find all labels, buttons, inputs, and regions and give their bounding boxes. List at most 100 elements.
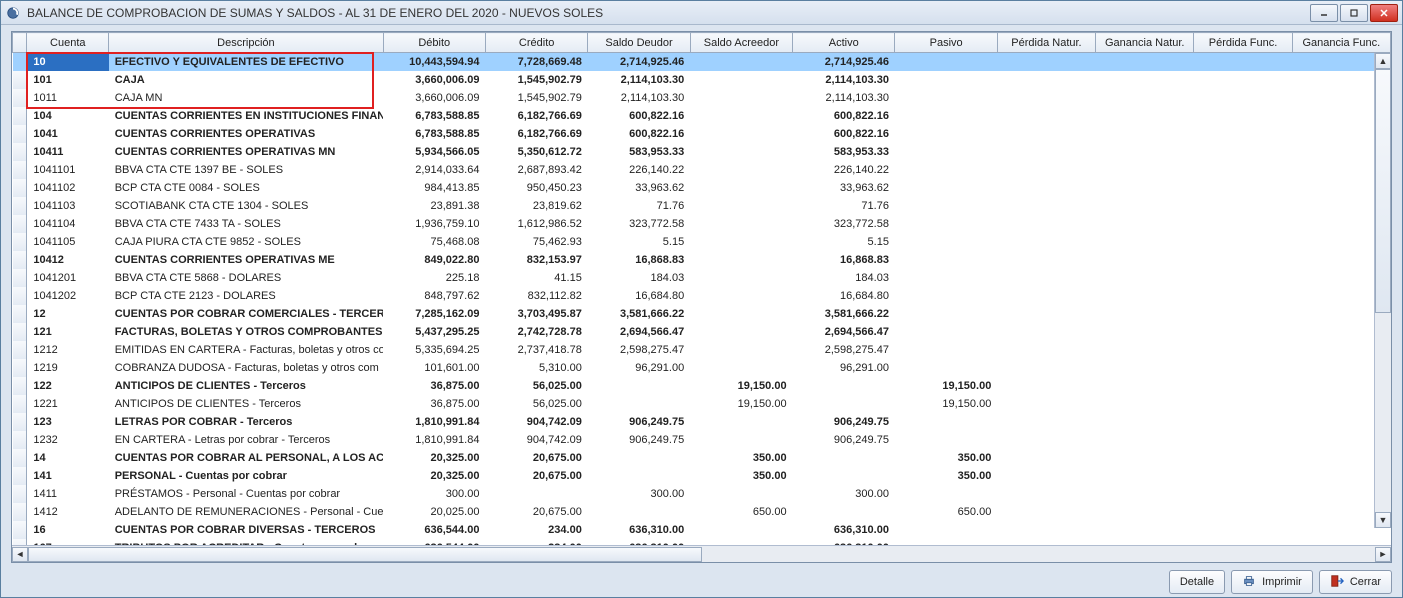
cell: SCOTIABANK CTA CTE 1304 - SOLES [109,197,383,215]
row-handle[interactable] [13,161,27,179]
table-row[interactable]: 101CAJA3,660,006.091,545,902.792,114,103… [13,71,1391,89]
row-handle[interactable] [13,143,27,161]
cell: 583,953.33 [588,143,690,161]
row-handle[interactable] [13,233,27,251]
row-handle[interactable] [13,89,27,107]
column-header[interactable]: Saldo Deudor [588,33,690,53]
row-handle[interactable] [13,467,27,485]
scroll-left-icon[interactable]: ◄ [12,547,28,562]
scroll-up-icon[interactable]: ▲ [1375,53,1391,69]
vertical-scrollbar[interactable]: ▲ ▼ [1374,53,1391,528]
table-row[interactable]: 123LETRAS POR COBRAR - Terceros1,810,991… [13,413,1391,431]
cell: 1041104 [27,215,109,233]
row-handle[interactable] [13,197,27,215]
grid-scroll-region[interactable]: CuentaDescripciónDébitoCréditoSaldo Deud… [12,32,1391,545]
table-row[interactable]: 1041104BBVA CTA CTE 7433 TA - SOLES1,936… [13,215,1391,233]
row-handle[interactable] [13,395,27,413]
table-row[interactable]: 1041201BBVA CTA CTE 5868 - DOLARES225.18… [13,269,1391,287]
table-row[interactable]: 1041CUENTAS CORRIENTES OPERATIVAS6,783,5… [13,125,1391,143]
row-handle[interactable] [13,539,27,546]
cell: 16,868.83 [793,251,895,269]
row-handle[interactable] [13,521,27,539]
detalle-button[interactable]: Detalle [1169,570,1225,594]
close-button[interactable] [1370,4,1398,22]
table-row[interactable]: 1041202BCP CTA CTE 2123 - DOLARES848,797… [13,287,1391,305]
hscroll-thumb[interactable] [28,547,702,562]
cell [895,305,997,323]
row-handle[interactable] [13,323,27,341]
scroll-right-icon[interactable]: ► [1375,547,1391,562]
table-row[interactable]: 1219COBRANZA DUDOSA - Facturas, boletas … [13,359,1391,377]
cell: 350.00 [895,467,997,485]
table-row[interactable]: 14CUENTAS POR COBRAR AL PERSONAL, A LOS … [13,449,1391,467]
maximize-button[interactable] [1340,4,1368,22]
column-header[interactable]: Ganancia Func. [1292,33,1390,53]
table-row[interactable]: 10EFECTIVO Y EQUIVALENTES DE EFECTIVO10,… [13,53,1391,71]
detalle-label: Detalle [1180,576,1214,588]
row-handle[interactable] [13,359,27,377]
row-handle[interactable] [13,179,27,197]
table-row[interactable]: 1011CAJA MN3,660,006.091,545,902.792,114… [13,89,1391,107]
minimize-button[interactable] [1310,4,1338,22]
row-handle[interactable] [13,125,27,143]
cell: 71.76 [793,197,895,215]
table-row[interactable]: 1041101BBVA CTA CTE 1397 BE - SOLES2,914… [13,161,1391,179]
row-handle[interactable] [13,53,27,71]
scroll-down-icon[interactable]: ▼ [1375,512,1391,528]
cell [895,107,997,125]
column-header[interactable]: Cuenta [27,33,109,53]
row-handle[interactable] [13,287,27,305]
table-row[interactable]: 167TRIBUTOS POR ACREDITAR - Cuentas por … [13,539,1391,546]
table-row[interactable]: 1232EN CARTERA - Letras por cobrar - Ter… [13,431,1391,449]
table-row[interactable]: 122ANTICIPOS DE CLIENTES - Terceros36,87… [13,377,1391,395]
cell [690,161,792,179]
cell: 832,112.82 [485,287,587,305]
column-header[interactable]: Crédito [485,33,587,53]
column-header[interactable]: Pérdida Func. [1194,33,1292,53]
row-handle[interactable] [13,269,27,287]
horizontal-scrollbar[interactable]: ◄ ► [12,545,1391,562]
row-handle[interactable] [13,431,27,449]
imprimir-button[interactable]: Imprimir [1231,570,1313,594]
cell [895,179,997,197]
table-row[interactable]: 104CUENTAS CORRIENTES EN INSTITUCIONES F… [13,107,1391,125]
column-header[interactable]: Pérdida Natur. [997,33,1095,53]
column-header[interactable]: Saldo Acreedor [690,33,792,53]
cell [997,305,1095,323]
cell: 20,325.00 [383,449,485,467]
row-handle[interactable] [13,377,27,395]
table-row[interactable]: 1041103SCOTIABANK CTA CTE 1304 - SOLES23… [13,197,1391,215]
table-row[interactable]: 121FACTURAS, BOLETAS Y OTROS COMPROBANTE… [13,323,1391,341]
table-row[interactable]: 10411CUENTAS CORRIENTES OPERATIVAS MN5,9… [13,143,1391,161]
table-row[interactable]: 1041102BCP CTA CTE 0084 - SOLES984,413.8… [13,179,1391,197]
column-header[interactable]: Ganancia Natur. [1096,33,1194,53]
table-row[interactable]: 12CUENTAS POR COBRAR COMERCIALES - TERCE… [13,305,1391,323]
row-handle[interactable] [13,71,27,89]
cerrar-button[interactable]: Cerrar [1319,570,1392,594]
column-header[interactable]: Débito [383,33,485,53]
table-row[interactable]: 1212EMITIDAS EN CARTERA - Facturas, bole… [13,341,1391,359]
row-handle[interactable] [13,413,27,431]
cell [997,377,1095,395]
table-row[interactable]: 1412ADELANTO DE REMUNERACIONES - Persona… [13,503,1391,521]
table-row[interactable]: 1221ANTICIPOS DE CLIENTES - Terceros36,8… [13,395,1391,413]
row-handle[interactable] [13,485,27,503]
row-handle[interactable] [13,341,27,359]
row-handle[interactable] [13,215,27,233]
column-header[interactable]: Descripción [109,33,383,53]
table-row[interactable]: 16CUENTAS POR COBRAR DIVERSAS - TERCEROS… [13,521,1391,539]
row-handle[interactable] [13,305,27,323]
column-header[interactable]: Activo [793,33,895,53]
table-row[interactable]: 1411PRÉSTAMOS - Personal - Cuentas por c… [13,485,1391,503]
cell [588,503,690,521]
vscroll-thumb[interactable] [1375,69,1391,313]
table-row[interactable]: 141PERSONAL - Cuentas por cobrar20,325.0… [13,467,1391,485]
table-row[interactable]: 1041105CAJA PIURA CTA CTE 9852 - SOLES75… [13,233,1391,251]
row-handle[interactable] [13,503,27,521]
row-handle[interactable] [13,449,27,467]
table-row[interactable]: 10412CUENTAS CORRIENTES OPERATIVAS ME849… [13,251,1391,269]
app-icon [5,5,21,21]
row-handle[interactable] [13,251,27,269]
row-handle[interactable] [13,107,27,125]
column-header[interactable]: Pasivo [895,33,997,53]
